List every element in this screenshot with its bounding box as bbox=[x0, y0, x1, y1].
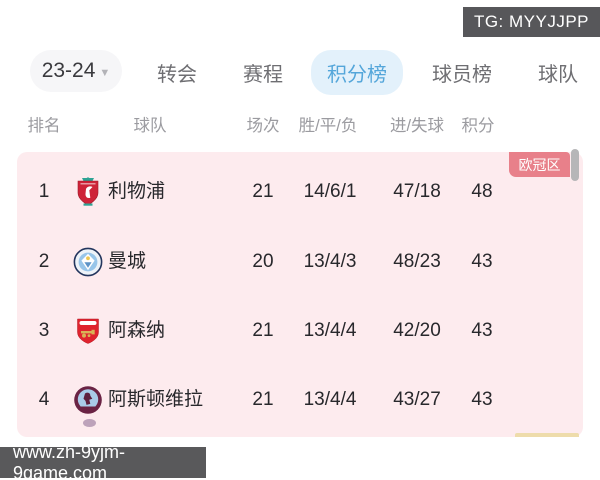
rank-cell: 2 bbox=[38, 251, 50, 272]
team-name: 阿森纳 bbox=[108, 320, 166, 341]
played-cell: 21 bbox=[252, 181, 274, 202]
aston-villa-crest-icon bbox=[73, 385, 103, 415]
champions-league-zone-badge: 欧冠区 bbox=[509, 152, 570, 177]
site-watermark-badge: www.zh-9yjm-9game.com bbox=[0, 442, 206, 480]
goals-cell: 48/23 bbox=[393, 251, 441, 272]
header-wdl: 胜/平/负 bbox=[298, 117, 358, 135]
header-points: 积分 bbox=[461, 117, 495, 135]
header-goals: 进/失球 bbox=[389, 117, 445, 135]
tab-player-rankings[interactable]: 球员榜 bbox=[432, 64, 492, 86]
wdl-cell: 14/6/1 bbox=[303, 181, 357, 202]
partial-next-zone-badge bbox=[515, 433, 579, 437]
arsenal-crest-icon bbox=[73, 316, 103, 346]
played-cell: 21 bbox=[252, 389, 274, 410]
season-selector[interactable]: 23-24 ▼ bbox=[30, 50, 122, 92]
wdl-cell: 13/4/3 bbox=[303, 251, 357, 272]
table-row[interactable]: 3 阿森纳 21 13/4/4 42/20 43 bbox=[17, 310, 583, 352]
header-team: 球队 bbox=[133, 117, 167, 135]
header-played: 场次 bbox=[246, 117, 280, 135]
points-cell: 43 bbox=[471, 389, 493, 410]
wdl-cell: 13/4/4 bbox=[303, 389, 357, 410]
tab-schedule[interactable]: 赛程 bbox=[243, 64, 283, 86]
artifact-blob bbox=[83, 419, 96, 427]
header-rank: 排名 bbox=[27, 117, 61, 135]
manchester-city-crest-icon bbox=[73, 247, 103, 277]
played-cell: 20 bbox=[252, 251, 274, 272]
scrollbar-thumb[interactable] bbox=[571, 149, 579, 181]
liverpool-crest-icon bbox=[73, 177, 103, 207]
tab-standings[interactable]: 积分榜 bbox=[311, 50, 403, 95]
chevron-down-icon: ▼ bbox=[99, 66, 111, 79]
table-row[interactable]: 2 曼城 20 13/4/3 48/23 43 bbox=[17, 241, 583, 283]
goals-cell: 47/18 bbox=[393, 181, 441, 202]
points-cell: 48 bbox=[471, 181, 493, 202]
points-cell: 43 bbox=[471, 320, 493, 341]
points-cell: 43 bbox=[471, 251, 493, 272]
wdl-cell: 13/4/4 bbox=[303, 320, 357, 341]
table-row[interactable]: 4 阿斯顿维拉 21 13/4/4 43/27 43 bbox=[17, 379, 583, 421]
rank-cell: 3 bbox=[38, 320, 50, 341]
goals-cell: 43/27 bbox=[393, 389, 441, 410]
team-name: 阿斯顿维拉 bbox=[108, 389, 204, 410]
tab-transfers[interactable]: 转会 bbox=[157, 64, 197, 86]
team-name: 曼城 bbox=[108, 251, 147, 272]
rank-cell: 1 bbox=[38, 181, 50, 202]
tg-watermark-badge: TG: MYYJJPP bbox=[463, 7, 600, 37]
table-row[interactable]: 1 利物浦 21 14/6/1 47/18 48 bbox=[17, 171, 583, 213]
rank-cell: 4 bbox=[38, 389, 50, 410]
played-cell: 21 bbox=[252, 320, 274, 341]
standings-panel: 欧冠区 1 利物浦 21 14/6/1 47/18 48 2 bbox=[17, 152, 583, 437]
season-label: 23-24 bbox=[41, 59, 96, 82]
tab-teams[interactable]: 球队 bbox=[538, 64, 578, 86]
team-name: 利物浦 bbox=[108, 181, 166, 202]
goals-cell: 42/20 bbox=[393, 320, 441, 341]
